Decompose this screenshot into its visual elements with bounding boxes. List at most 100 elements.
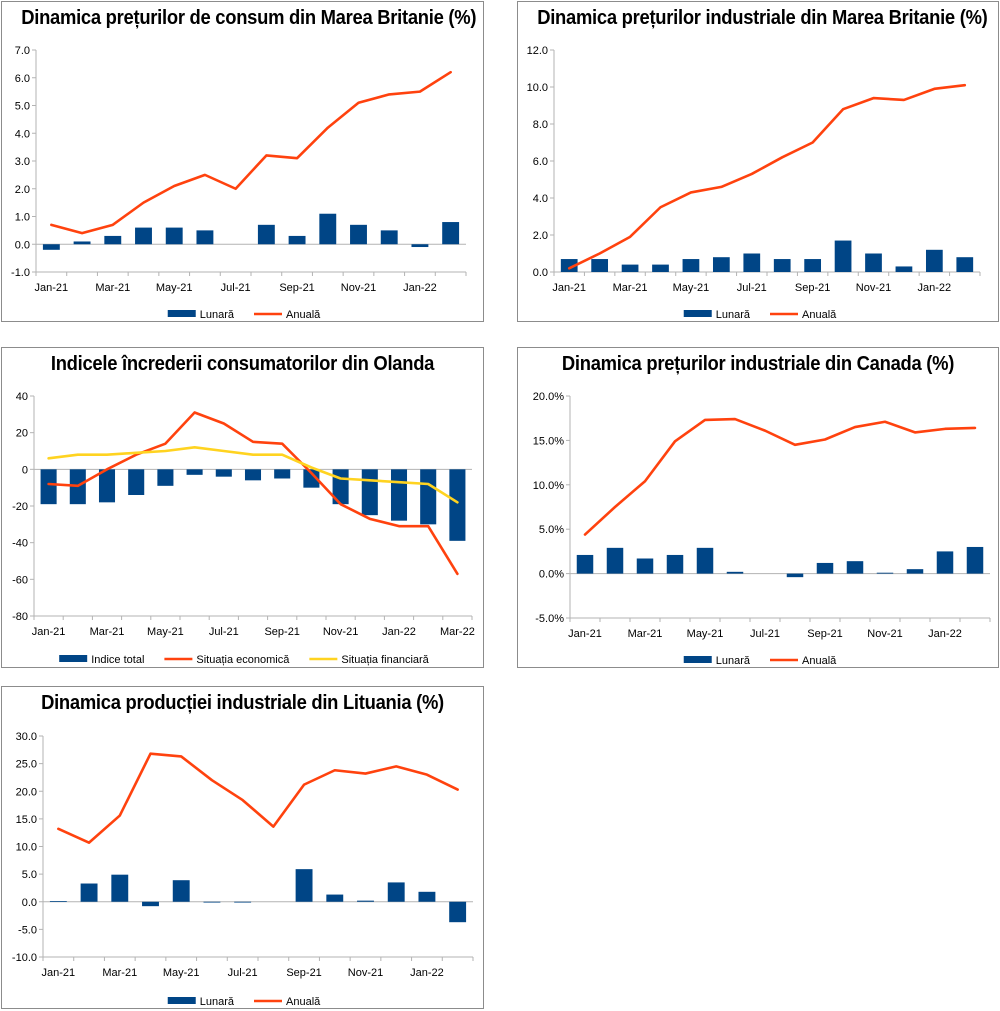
x-tick-label: Jul-21 — [737, 282, 767, 294]
x-tick-label: Jul-21 — [228, 967, 258, 979]
x-tick-label: Jan-22 — [382, 626, 416, 638]
legend-label: Lunară — [200, 309, 235, 321]
legend-swatch — [683, 656, 712, 663]
x-tick-label: Jan-21 — [568, 628, 602, 640]
bar — [895, 266, 913, 272]
bar — [636, 558, 654, 574]
x-tick-label: Mar-21 — [90, 626, 125, 638]
y-tick-label: 6.0 — [15, 73, 30, 85]
chart-title: Dinamica prețurilor industriale din Mare… — [537, 7, 988, 29]
chart-uk-cpi: -1.0 0.0 1.0 2.0 3.0 4.0 5.0 6.0 7.0 Jan-21 Mar-21… — [11, 45, 467, 321]
bar — [357, 900, 374, 902]
y-tick-label: 10.0 — [527, 82, 548, 94]
y-tick-label: 5.0% — [539, 524, 564, 536]
series-line — [583, 417, 977, 536]
y-tick-label: 15.0 — [16, 814, 37, 826]
bar — [865, 253, 882, 272]
bar — [234, 901, 252, 903]
y-tick-label: 0.0 — [533, 267, 548, 279]
bar — [682, 259, 700, 272]
legend-label: Anuală — [802, 309, 837, 321]
bar — [196, 230, 214, 245]
bar — [257, 224, 275, 245]
x-tick-label: May-21 — [163, 967, 200, 979]
bar — [165, 227, 183, 245]
y-tick-label: -5.0% — [535, 613, 564, 625]
bar — [449, 901, 467, 923]
bar — [576, 554, 594, 574]
bar — [591, 259, 609, 272]
bar — [420, 469, 437, 525]
x-tick-label: Jul-21 — [750, 628, 780, 640]
y-tick-label: -5.0 — [18, 924, 37, 936]
y-tick-label: 12.0 — [527, 45, 548, 57]
y-tick-label: -20 — [12, 501, 28, 513]
bar — [80, 883, 98, 902]
y-tick-label: 20.0 — [16, 786, 37, 798]
x-tick-label: Jan-22 — [403, 282, 437, 294]
x-tick-label: May-21 — [156, 282, 193, 294]
y-tick-label: 0.0 — [15, 239, 30, 251]
y-tick-label: 1.0 — [15, 212, 30, 224]
legend-swatch — [167, 997, 196, 1004]
bar — [295, 869, 313, 902]
x-tick-label: Jan-21 — [32, 626, 66, 638]
x-tick-label: Jan-21 — [35, 282, 69, 294]
bar — [712, 257, 730, 272]
legend: Indice total Situația economică Situația f… — [59, 654, 430, 666]
chart-panel-lt-production: Dinamica producției industriale din Litu… — [1, 686, 484, 1009]
chart-title: Dinamica prețurilor industriale din Cana… — [561, 353, 955, 375]
x-tick-label: Mar-21 — [628, 628, 663, 640]
bar — [606, 547, 624, 574]
y-tick-label: 6.0 — [533, 156, 548, 168]
y-tick-label: 3.0 — [15, 156, 30, 168]
x-tick-label: Nov-21 — [341, 282, 376, 294]
y-tick-label: 30.0 — [16, 731, 37, 743]
y-tick-label: 15.0% — [533, 435, 564, 447]
bar — [652, 264, 669, 272]
bar — [215, 469, 232, 477]
x-tick-label: Mar-21 — [613, 282, 648, 294]
bar — [816, 562, 834, 574]
legend-label: Situația financiară — [341, 654, 429, 666]
x-tick-label: Jul-21 — [221, 282, 251, 294]
legend: Lunară Anuală — [683, 309, 837, 321]
x-tick-label: Jan-21 — [42, 967, 76, 979]
bar — [135, 227, 152, 245]
bar — [49, 901, 67, 902]
x-tick-label: Jul-21 — [209, 626, 239, 638]
bar — [411, 244, 429, 248]
bar — [621, 264, 639, 272]
bar — [906, 569, 924, 574]
bar — [442, 222, 460, 245]
y-tick-label: -40 — [12, 538, 28, 550]
bar — [696, 547, 714, 574]
bar — [418, 891, 436, 902]
y-tick-label: 10.0% — [533, 480, 564, 492]
legend-swatch — [167, 310, 196, 317]
y-tick-label: 0.0% — [539, 569, 564, 581]
legend-label: Lunară — [716, 655, 751, 667]
series-line — [47, 446, 459, 504]
chart-panel-ca-ppi: Dinamica prețurilor industriale din Cana… — [517, 347, 999, 668]
bar — [40, 469, 57, 505]
x-tick-label: Mar-22 — [440, 626, 475, 638]
bar — [111, 874, 129, 902]
legend-label: Lunară — [716, 309, 751, 321]
chart-title: Indicele încrederii consumatorilor din O… — [50, 353, 435, 375]
legend-label: Anuală — [286, 996, 321, 1008]
x-tick-label: Nov-21 — [856, 282, 891, 294]
x-tick-label: Jan-21 — [552, 282, 586, 294]
x-tick-label: Sep-21 — [264, 626, 299, 638]
y-tick-label: 10.0 — [16, 842, 37, 854]
bar — [274, 469, 291, 479]
y-tick-label: 4.0 — [15, 128, 30, 140]
series-line — [57, 752, 459, 844]
bar — [186, 469, 203, 475]
bar — [98, 469, 116, 503]
bar — [157, 469, 174, 486]
legend-label: Indice total — [91, 654, 144, 666]
bar — [380, 230, 398, 245]
x-tick-label: May-21 — [147, 626, 184, 638]
x-tick-label: Jan-22 — [918, 282, 952, 294]
